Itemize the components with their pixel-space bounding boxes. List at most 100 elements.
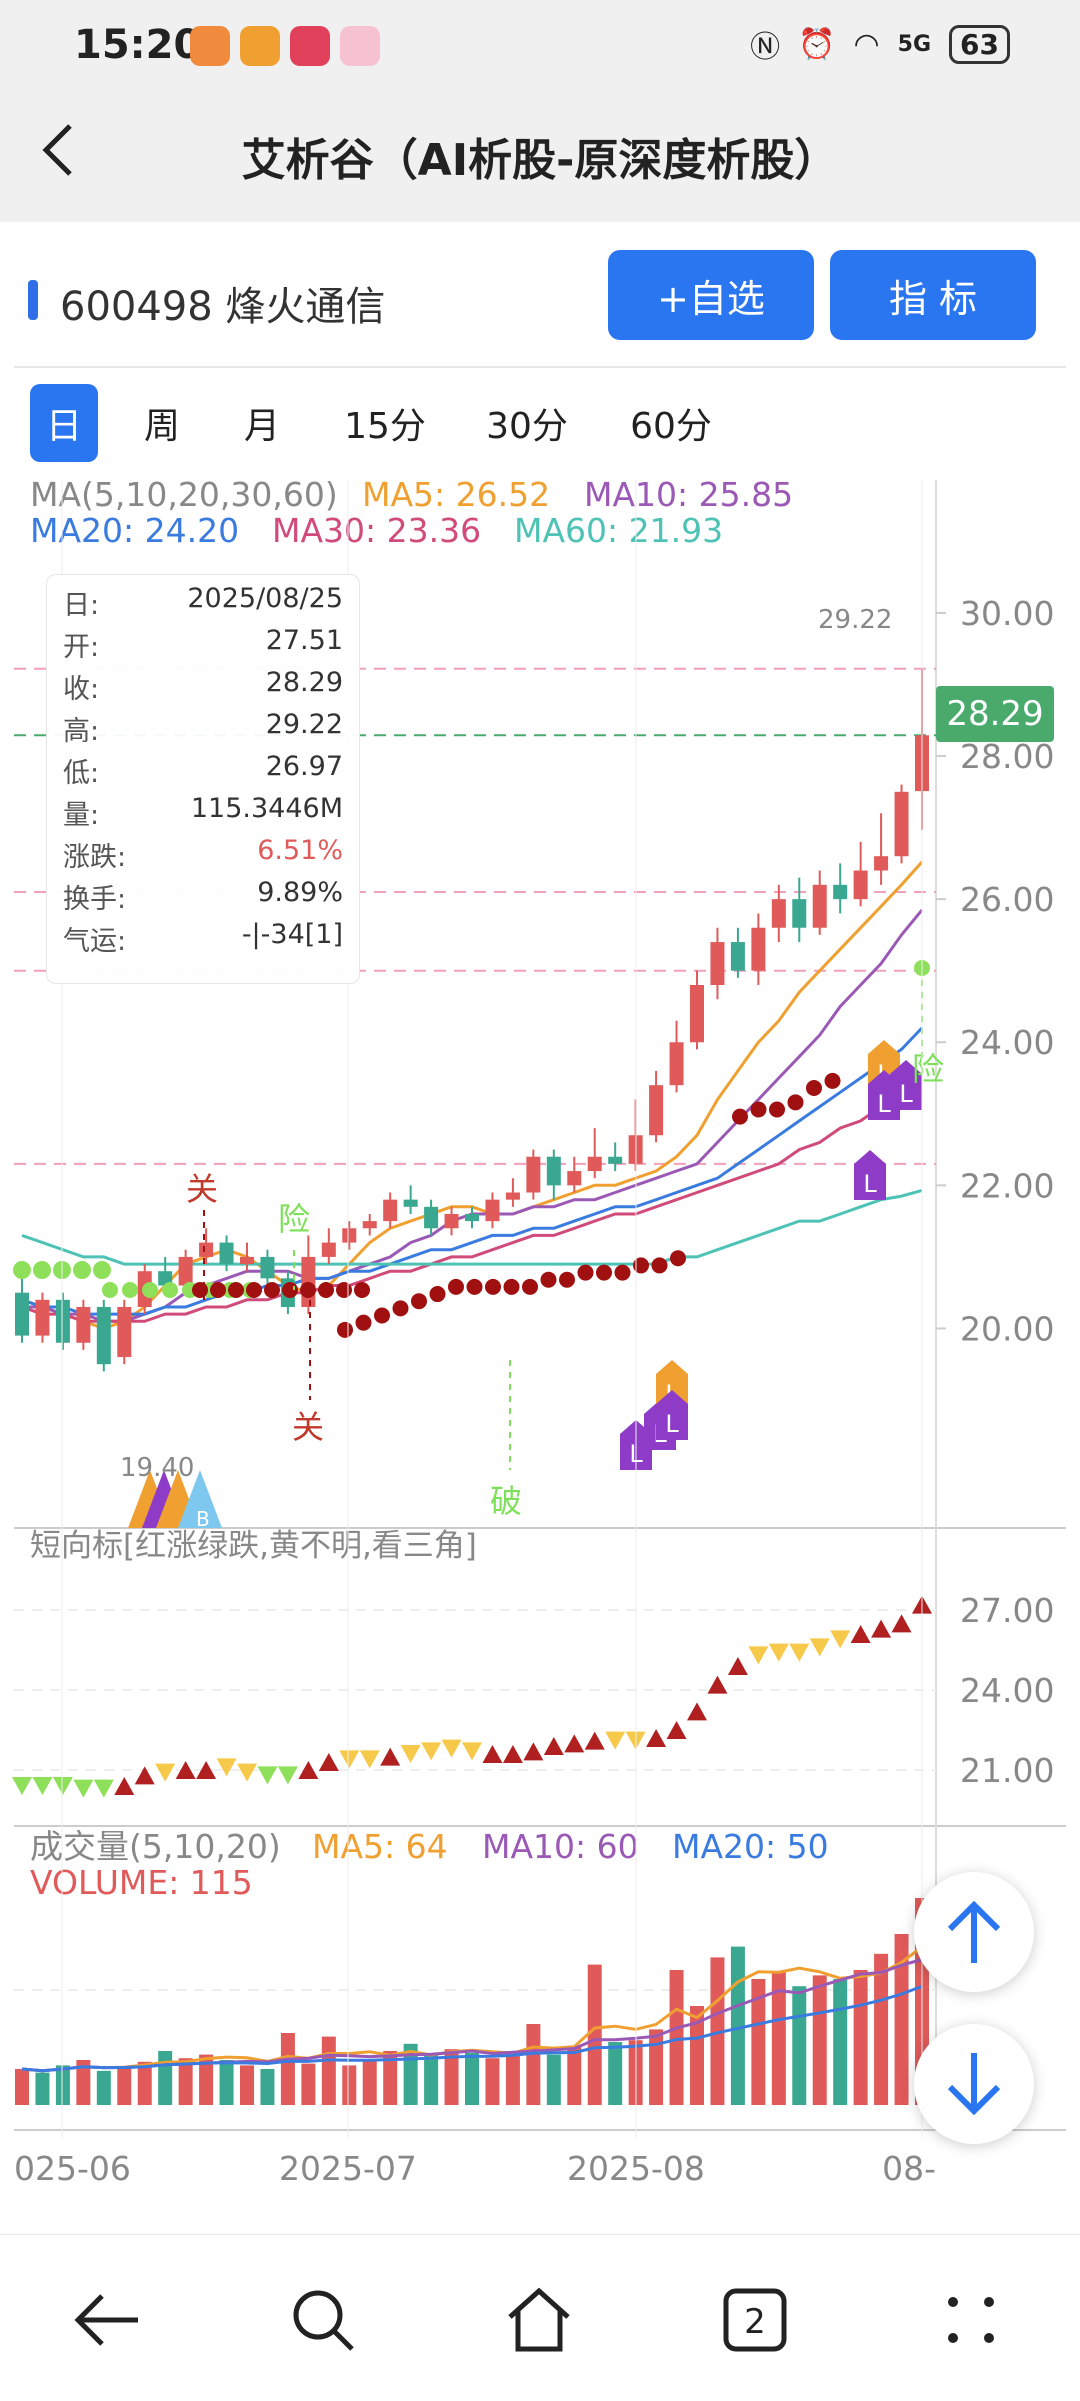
short-triangle — [93, 1779, 114, 1798]
volume-bar — [55, 2065, 70, 2105]
nav-home-button[interactable] — [494, 2275, 584, 2365]
l-marker-shape — [656, 1390, 688, 1440]
volume-bar — [587, 1964, 602, 2105]
tab-day[interactable]: 日 — [30, 384, 98, 462]
back-chevron-icon[interactable] — [38, 118, 78, 198]
bottom-navigation: 2 — [0, 2234, 1080, 2401]
vol-ma5-legend: MA5: 64 — [312, 1827, 448, 1866]
indicator-button[interactable]: 指 标 — [830, 250, 1036, 340]
signal-dot — [577, 1264, 594, 1281]
short-triangle — [809, 1638, 830, 1657]
candle-body — [96, 1306, 111, 1365]
volume-bar — [833, 1979, 848, 2105]
info-value: 26.97 — [265, 751, 343, 782]
volume-bar — [240, 2065, 254, 2105]
date-tick-label: 08- — [882, 2149, 936, 2188]
signal-dot — [33, 1261, 51, 1279]
accent-bar — [28, 280, 38, 320]
app-zhang-icon — [290, 26, 330, 66]
current-price-badge: 28.29 — [936, 686, 1054, 742]
signal-dot — [318, 1282, 334, 1298]
guan-label-1: 关 — [186, 1170, 218, 1208]
short-triangle — [646, 1729, 667, 1747]
short-triangle — [523, 1742, 544, 1761]
candle-body — [587, 1156, 602, 1172]
short-indicator: 27.00 24.00 21.00 — [12, 1591, 1054, 1798]
guan-label-2: 关 — [292, 1408, 324, 1446]
arrow-up-icon — [947, 1900, 1001, 1963]
short-triangle — [12, 1777, 32, 1795]
tab-30min[interactable]: 30分 — [486, 406, 568, 447]
short-triangle — [421, 1742, 442, 1761]
tab-15min[interactable]: 15分 — [344, 406, 426, 447]
candle-body — [649, 1085, 664, 1136]
volume-bar — [444, 2049, 459, 2105]
info-value: -|-34[1] — [241, 919, 343, 950]
stock-header: 600498 烽火通信 +自选 指 标 — [0, 222, 1080, 368]
kline-chart-area[interactable]: MA(5,10,20,30,60) MA5: 26.52 MA10: 25.85… — [0, 464, 1080, 2234]
candle-body — [219, 1242, 234, 1265]
signal-dot — [13, 1261, 31, 1279]
price-tick-label: 24.00 — [960, 1023, 1054, 1062]
candle-body — [690, 985, 704, 1043]
signal-dots — [13, 960, 930, 1470]
nav-search-button[interactable] — [278, 2275, 368, 2365]
signal-dot — [503, 1278, 520, 1295]
nav-back-button[interactable] — [62, 2275, 152, 2365]
short-triangle — [298, 1761, 319, 1779]
signal-dot — [522, 1278, 538, 1295]
l-marker-shape — [890, 1060, 922, 1110]
signal-dot — [614, 1264, 631, 1281]
short-triangle — [339, 1750, 360, 1769]
candle-body — [76, 1306, 91, 1343]
po-label: 破 — [490, 1482, 522, 1520]
add-watchlist-button[interactable]: +自选 — [608, 250, 814, 340]
short-triangle — [257, 1766, 278, 1785]
short-triangle — [891, 1614, 912, 1633]
date-tick-label: 2025-08 — [567, 2149, 705, 2188]
candle-body — [874, 856, 889, 871]
volume-bar — [690, 2006, 704, 2105]
status-time: 15:20 — [74, 22, 202, 68]
signal-dot — [246, 1282, 262, 1298]
short-triangle — [850, 1625, 871, 1643]
candle-body — [158, 1271, 173, 1286]
short-triangle — [666, 1721, 687, 1739]
nav-tabs-button[interactable]: 2 — [710, 2275, 800, 2365]
tab-month[interactable]: 月 — [243, 406, 280, 447]
volume-bar — [117, 2067, 132, 2105]
volume-bar — [15, 2069, 29, 2105]
candle-body — [567, 1171, 582, 1186]
l-marker-shape — [854, 1150, 886, 1200]
info-value: 6.51% — [257, 835, 343, 866]
candle-body — [424, 1206, 439, 1229]
short-tick-label: 21.00 — [960, 1751, 1054, 1790]
arrow-left-icon — [74, 2294, 138, 2346]
volume-bar — [853, 1970, 868, 2105]
short-triangle — [748, 1646, 769, 1665]
candle-body — [55, 1299, 70, 1343]
ma5-legend: MA5: 26.52 — [362, 475, 550, 514]
candle-body — [669, 1042, 684, 1086]
info-key: 气运: — [63, 926, 127, 957]
info-value: 9.89% — [257, 877, 343, 908]
info-row: 低: 26.97 — [63, 751, 343, 793]
tab-60min[interactable]: 60分 — [630, 406, 712, 447]
volume-bar — [199, 2054, 214, 2105]
candle-body — [792, 899, 807, 928]
signal-dot — [264, 1282, 280, 1298]
candle-body — [710, 942, 725, 985]
nav-menu-button[interactable] — [926, 2275, 1016, 2365]
info-key: 换手: — [63, 884, 127, 915]
signal-dot — [355, 1314, 372, 1331]
scroll-up-button[interactable] — [914, 1872, 1034, 1992]
kline-svg[interactable]: MA(5,10,20,30,60) MA5: 26.52 MA10: 25.85… — [0, 464, 1080, 2234]
short-triangle — [462, 1742, 482, 1761]
info-key: 量: — [63, 800, 100, 831]
scroll-down-button[interactable] — [914, 2024, 1034, 2144]
signal-dot — [392, 1300, 409, 1317]
tab-week[interactable]: 周 — [143, 406, 180, 447]
candle-body — [894, 791, 909, 857]
info-row: 日: 2025/08/25 — [63, 583, 343, 625]
signal-dot — [769, 1101, 785, 1118]
